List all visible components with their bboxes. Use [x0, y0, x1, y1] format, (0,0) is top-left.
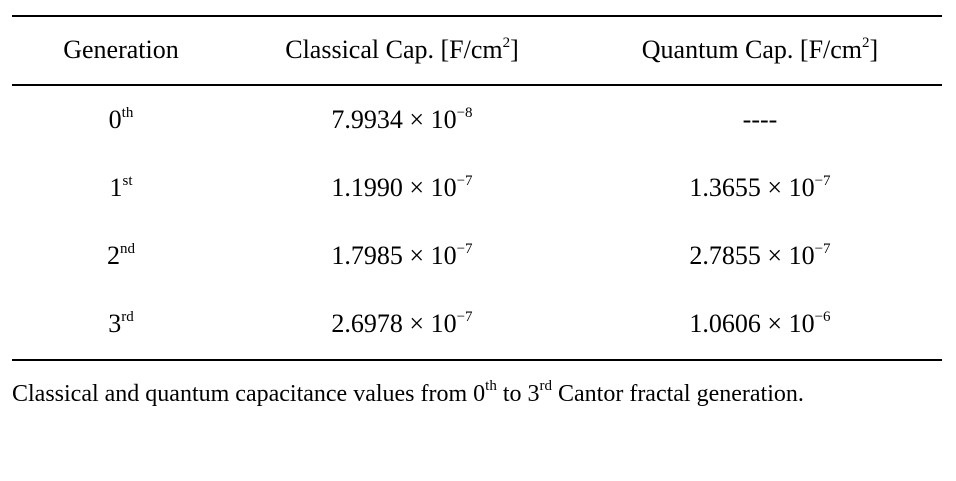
- superscript: rd: [121, 309, 134, 325]
- text: Classical and quantum capacitance values…: [12, 381, 486, 407]
- superscript: −7: [456, 241, 473, 257]
- text: Classical Cap. [F/cm: [285, 35, 503, 64]
- text: 3: [108, 309, 122, 338]
- table-cell: 2nd: [0, 241, 291, 271]
- superscript: −7: [456, 309, 473, 325]
- caption: Classical and quantum capacitance values…: [12, 376, 948, 413]
- table-cell: 1st: [0, 173, 291, 203]
- header-rule: [12, 84, 942, 86]
- superscript: −7: [814, 241, 831, 257]
- text: 1.1990 × 10: [331, 173, 457, 202]
- text: ]: [869, 35, 879, 64]
- superscript: nd: [120, 241, 135, 257]
- text: Generation: [63, 35, 179, 64]
- superscript: 2: [862, 35, 870, 51]
- superscript: −7: [814, 173, 831, 189]
- table-cell: ----: [590, 105, 930, 135]
- table-cell: 3rd: [0, 309, 291, 339]
- text: 7.9934 × 10: [331, 105, 457, 134]
- table-cell: 2.6978 × 10−7: [232, 309, 572, 339]
- superscript: −8: [456, 105, 473, 121]
- text: 2.6978 × 10: [331, 309, 457, 338]
- text: 1.7985 × 10: [331, 241, 457, 270]
- text: Cantor fractal generation.: [552, 381, 804, 407]
- superscript: −6: [814, 309, 831, 325]
- superscript: th: [121, 105, 134, 121]
- text: to 3: [496, 381, 540, 407]
- bottom-rule: [12, 359, 942, 361]
- text: Quantum Cap. [F/cm: [641, 35, 863, 64]
- table-cell: 1.1990 × 10−7: [232, 173, 572, 203]
- top-rule: [12, 15, 942, 17]
- header-cell: Quantum Cap. [F/cm2]: [590, 35, 930, 65]
- text: 1.0606 × 10: [689, 309, 815, 338]
- text: ----: [742, 105, 778, 134]
- text: 1.3655 × 10: [689, 173, 815, 202]
- text: ]: [510, 35, 519, 64]
- superscript: rd: [539, 378, 553, 394]
- header-cell: Generation: [0, 35, 291, 65]
- text: 2: [107, 241, 120, 270]
- table-cell: 1.7985 × 10−7: [232, 241, 572, 271]
- table-cell: 2.7855 × 10−7: [590, 241, 930, 271]
- table-cell: 7.9934 × 10−8: [232, 105, 572, 135]
- table-cell: 1.0606 × 10−6: [590, 309, 930, 339]
- text: 2.7855 × 10: [689, 241, 815, 270]
- table-cell: 0th: [0, 105, 291, 135]
- superscript: th: [485, 378, 497, 394]
- superscript: −7: [456, 173, 473, 189]
- header-cell: Classical Cap. [F/cm2]: [232, 35, 572, 65]
- table-cell: 1.3655 × 10−7: [590, 173, 930, 203]
- superscript: 2: [502, 35, 511, 51]
- text: 1: [109, 173, 123, 202]
- superscript: st: [122, 173, 133, 189]
- text: 0: [108, 105, 122, 134]
